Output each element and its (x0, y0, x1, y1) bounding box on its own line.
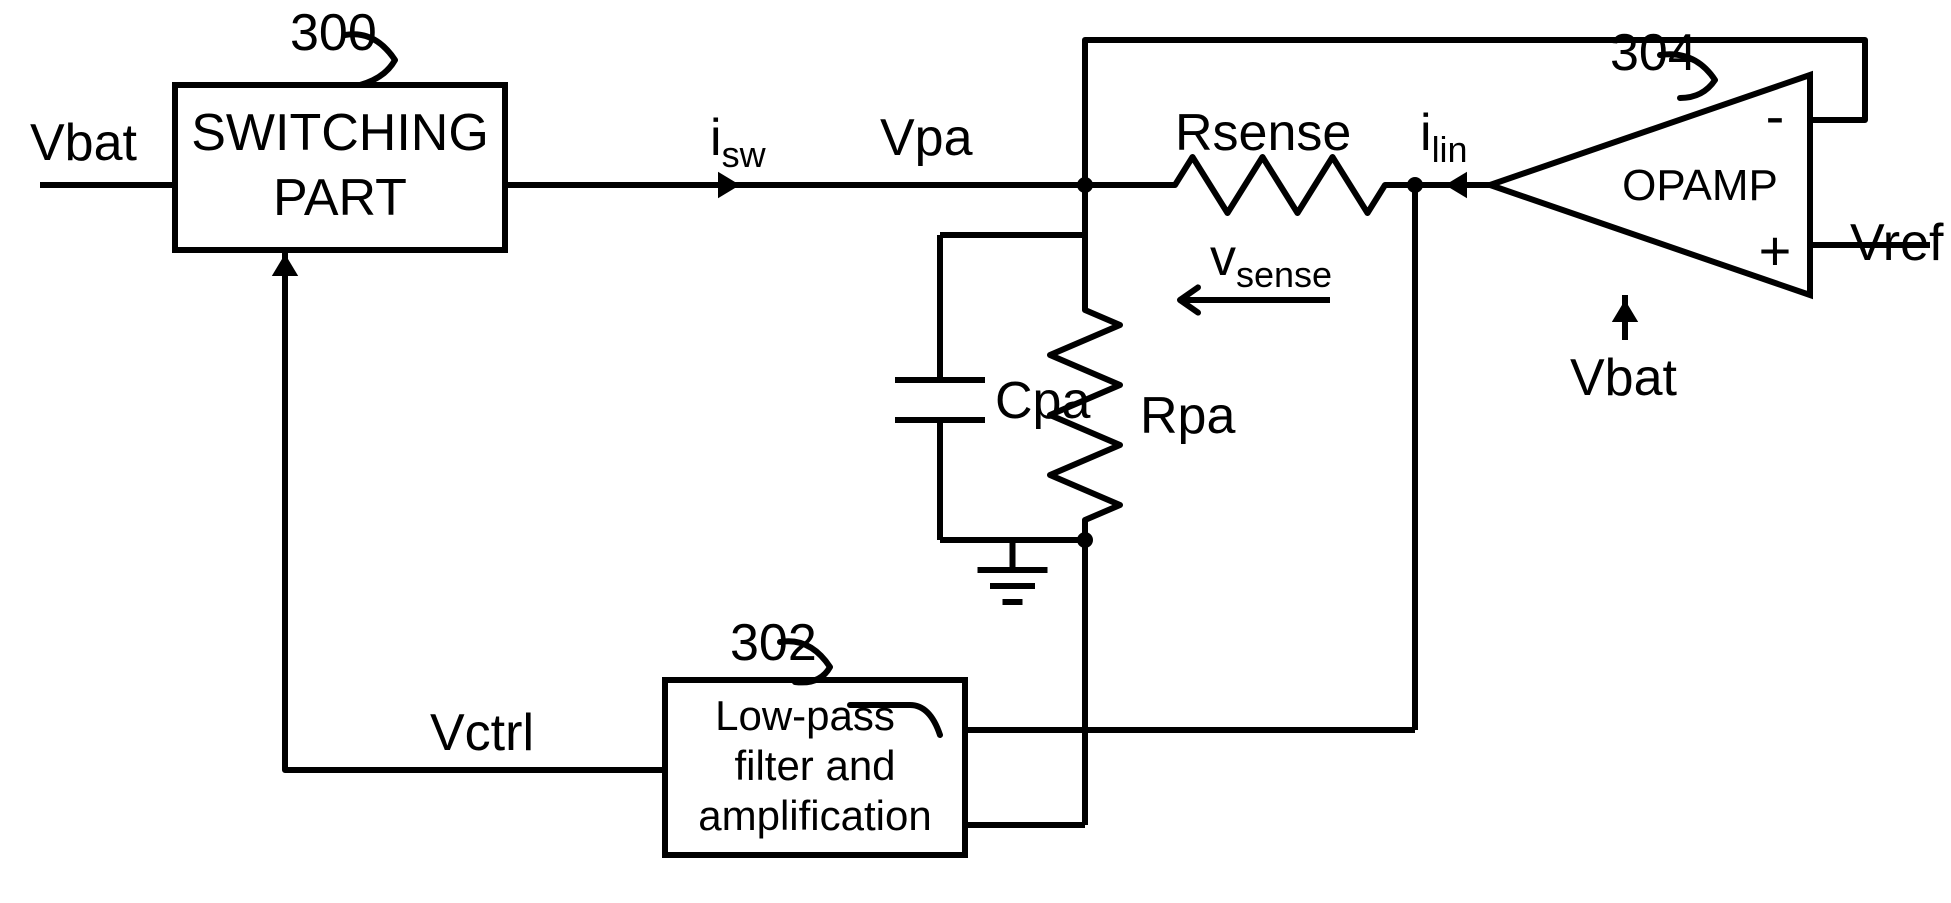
rsense-resistor (1175, 157, 1385, 213)
opamp-label: OPAMP (1622, 161, 1778, 210)
switching-part-label: PART (273, 169, 407, 227)
arrow-head (1445, 172, 1467, 198)
arrow-head (272, 254, 298, 276)
isw-label: isw (710, 109, 767, 175)
wire-vctrl (285, 250, 665, 770)
rsense-label: Rsense (1175, 104, 1351, 162)
switching-part-label: SWITCHING (191, 104, 489, 162)
lpf-label: Low-pass (715, 692, 895, 739)
arrow-head (1612, 300, 1638, 322)
lpf-label: amplification (698, 792, 931, 839)
arrow-head (718, 172, 740, 198)
vref-label: Vref (1850, 214, 1944, 272)
ilin-label: ilin (1420, 104, 1468, 170)
opamp-minus: - (1766, 84, 1785, 147)
lpf-label: filter and (734, 742, 895, 789)
opamp-plus: + (1759, 219, 1792, 282)
vctrl-label: Vctrl (430, 704, 534, 762)
vbat-left-label: Vbat (30, 114, 138, 172)
vpa-label: Vpa (880, 109, 973, 167)
rpa-label: Rpa (1140, 387, 1235, 445)
vbat-opamp-label: Vbat (1570, 349, 1678, 407)
vsense-label: vsense (1210, 229, 1332, 295)
junction-dot (1077, 532, 1093, 548)
